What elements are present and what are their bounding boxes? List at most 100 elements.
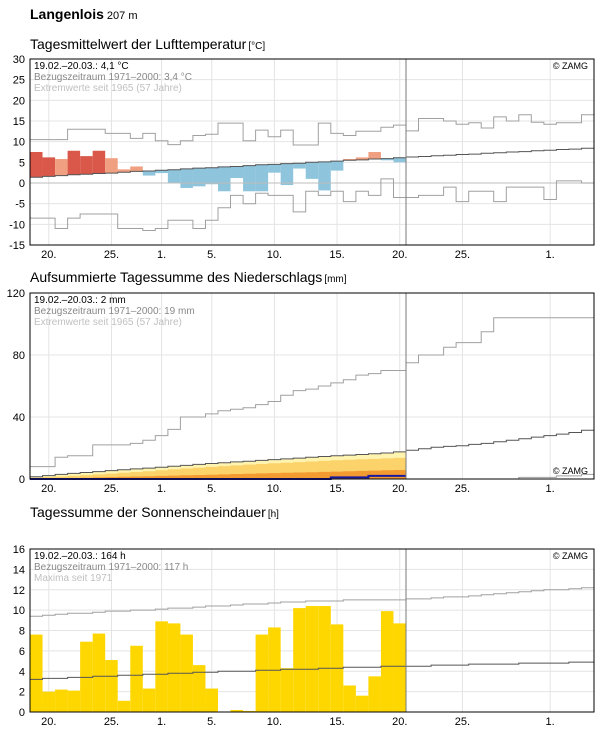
sunshine-bar [243, 710, 256, 712]
sunshine-bar [393, 623, 406, 712]
temperature-unit: [°C] [248, 41, 266, 52]
sunshine-bar [155, 621, 168, 712]
panel1-reference: Bezugszeitraum 1971–2000: 19 mm [34, 306, 195, 317]
panel2-summary: 19.02.–20.03.: 164 h [34, 551, 126, 562]
precipitation-band-lower [30, 470, 406, 479]
temperature-bar [318, 161, 331, 191]
sunshine-bar [380, 611, 394, 712]
temperature-bar [192, 168, 206, 187]
sunshine-title-text: Tagessumme der Sonnenscheindauer [30, 504, 266, 520]
sunshine-bar [355, 695, 369, 712]
temperature-bar [218, 166, 231, 192]
sunshine-bar [105, 660, 118, 712]
precipitation-max-extreme-line [30, 317, 594, 468]
sunshine-panel-title: Tagessumme der Sonnenscheindauer [h] [30, 504, 279, 520]
station-altitude: 207 m [106, 10, 138, 22]
sunshine-bar [305, 606, 319, 712]
panel2-y-tick-label: 10 [13, 605, 25, 617]
panel2-x-tick-label: 20. [392, 716, 407, 728]
temperature-bar [330, 161, 344, 171]
panel2-credit: © ZAMG [553, 551, 588, 561]
panel1-y-tick-label: 120 [7, 288, 25, 300]
panel0-x-tick-label: 20. [392, 249, 407, 261]
precipitation-unit: [mm] [324, 274, 347, 285]
sunshine-bar [42, 691, 56, 712]
temperature-bar [380, 158, 394, 161]
panel0-extremes-note: Extremwerte seit 1965 (57 Jahre) [34, 83, 182, 94]
precipitation-panel-title: Aufsummierte Tagessumme des Niederschlag… [30, 269, 347, 285]
panel2-x-tick-label: 15. [329, 716, 344, 728]
panel2-x-tick-label: 25. [455, 716, 470, 728]
sunshine-bar [142, 688, 156, 712]
sunshine-bar [67, 690, 81, 712]
panel1-x-tick-label: 25. [104, 483, 119, 495]
sunshine-climate-line [30, 661, 594, 680]
temperature-bar [92, 150, 106, 174]
temperature-bar [268, 164, 281, 173]
temperature-bar [30, 152, 43, 178]
sunshine-bar [368, 676, 381, 712]
temperature-bar [205, 167, 218, 185]
panel1-frame [29, 292, 595, 480]
station-title: Langenlois 207 m [30, 6, 137, 22]
panel2-reference: Bezugszeitraum 1971–2000: 117 h [34, 562, 188, 573]
sunshine-maximum-line [30, 587, 594, 617]
panel1-credit: © ZAMG [553, 466, 588, 476]
panel1-y-tick-label: 40 [13, 412, 25, 424]
panel0-x-tick-label: 25. [104, 249, 119, 261]
temperature-bar [230, 166, 244, 179]
panel0-y-tick-label: -15 [9, 240, 25, 252]
sunshine-unit: [h] [267, 509, 279, 520]
panel0-y-tick-label: 10 [13, 137, 25, 149]
sunshine-bar [30, 634, 43, 712]
temperature-bar [130, 166, 143, 172]
panel1-y-tick-label: 80 [13, 350, 25, 362]
temperature-bar [255, 164, 269, 192]
temperature-bar [343, 159, 356, 161]
panel0-y-tick-label: 15 [13, 116, 25, 128]
temperature-bar [167, 169, 181, 183]
panel0-reference: Bezugszeitraum 1971–2000: 3,4 °C [34, 72, 192, 83]
panel0-x-tick-label: 15. [329, 249, 344, 261]
temperature-bar [55, 159, 68, 176]
panel0-y-tick-label: 20 [13, 95, 25, 107]
sunshine-bar [80, 641, 93, 712]
panel0-x-tick-label: 1. [546, 249, 555, 261]
temperature-bar [105, 158, 118, 174]
temperature-bar [80, 156, 93, 175]
sunshine-bar [92, 633, 106, 712]
panel2-y-tick-label: 12 [13, 585, 25, 597]
panel2-y-tick-label: 8 [19, 626, 25, 638]
temperature-bar [293, 163, 306, 169]
temperature-bar [368, 152, 381, 160]
panel0-summary: 19.02.–20.03.: 4,1 °C [34, 61, 129, 72]
panel2-x-tick-label: 1. [157, 716, 166, 728]
panel1-summary: 19.02.–20.03.: 2 mm [34, 295, 126, 306]
panel0-x-tick-label: 5. [207, 249, 216, 261]
panel0-y-tick-label: 0 [19, 178, 25, 190]
panel2-x-tick-label: 1. [546, 716, 555, 728]
panel0-y-tick-label: 5 [19, 157, 25, 169]
panel2-x-tick-label: 25. [104, 716, 119, 728]
panel2-x-tick-label: 5. [207, 716, 216, 728]
temperature-bar [355, 157, 369, 160]
sunshine-bar [55, 689, 68, 712]
panel1-x-tick-label: 20. [41, 483, 56, 495]
precipitation-title-text: Aufsummierte Tagessumme des Niederschlag… [30, 269, 323, 285]
sunshine-bar [130, 645, 143, 712]
station-name: Langenlois [30, 6, 104, 22]
panel2-x-tick-label: 10. [267, 716, 282, 728]
panel1-extremes-note: Extremwerte seit 1965 (57 Jahre) [34, 317, 182, 328]
panel1-x-tick-label: 15. [329, 483, 344, 495]
sunshine-bar [280, 668, 294, 712]
sunshine-bar [343, 685, 356, 712]
temperature-bar [243, 165, 256, 192]
sunshine-bar [255, 634, 269, 712]
panel0-x-tick-label: 10. [267, 249, 282, 261]
temperature-bar [117, 169, 131, 173]
panel0-credit: © ZAMG [553, 61, 588, 71]
panel2-y-tick-label: 6 [19, 646, 25, 658]
temperature-bar [280, 163, 294, 186]
panel0-frame [29, 58, 595, 246]
